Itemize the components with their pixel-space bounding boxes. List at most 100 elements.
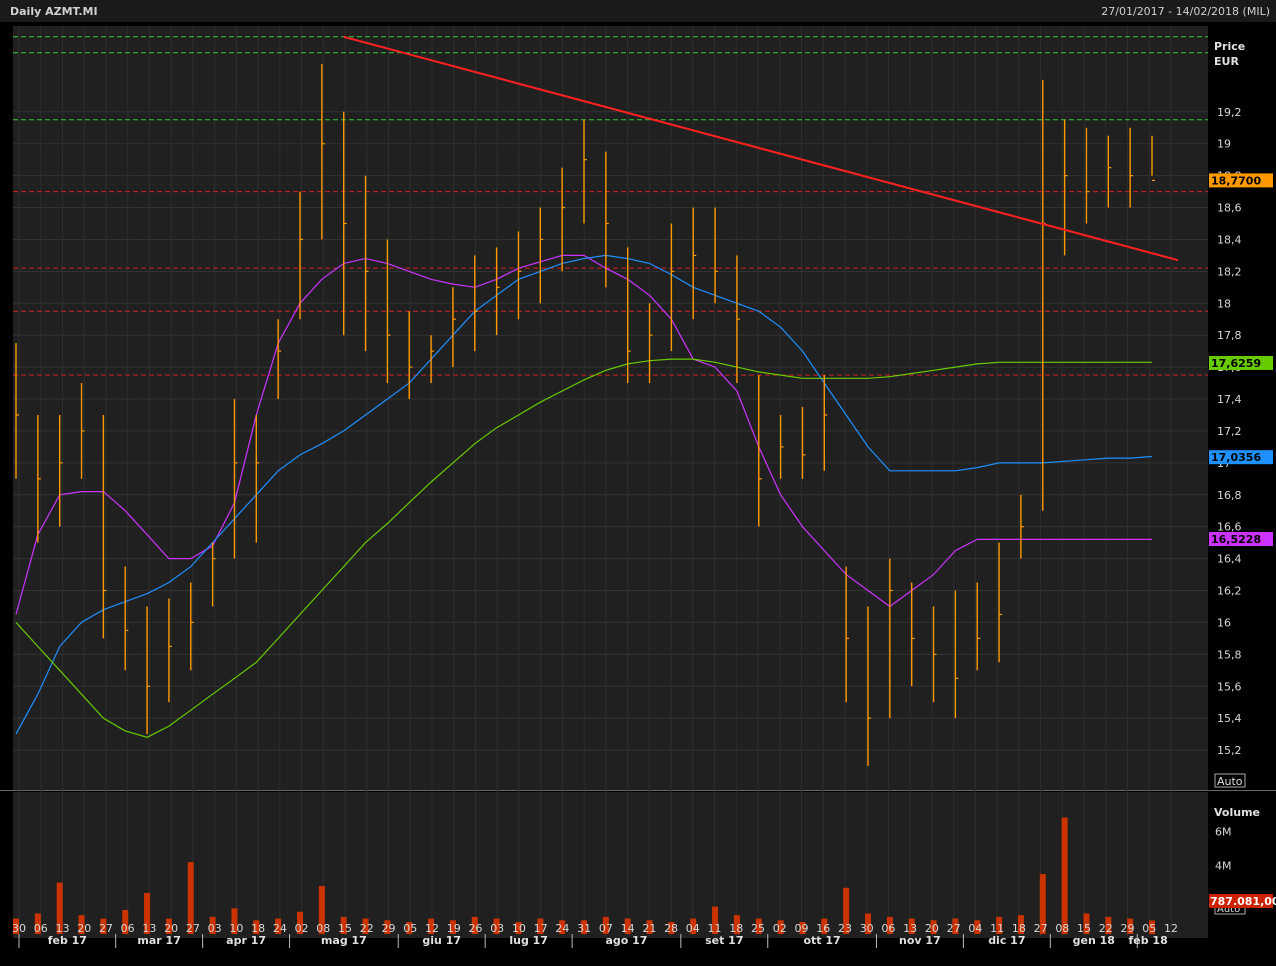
moving-averages xyxy=(15,254,1153,738)
price-tick-label: 18,2 xyxy=(1217,265,1242,278)
chart-title: Daily AZMT.MI xyxy=(10,5,98,18)
day-tick-label: 20 xyxy=(164,922,178,935)
price-tick-label: 17,2 xyxy=(1217,425,1242,438)
day-tick-label: 21 xyxy=(642,922,656,935)
volume-badge-label: 787.081,00 xyxy=(1210,895,1276,908)
month-label: nov 17 xyxy=(899,934,941,947)
price-tick-label: 16,8 xyxy=(1217,489,1242,502)
volume-bar xyxy=(297,911,303,934)
volume-bar xyxy=(165,918,172,934)
chart-canvas[interactable]: Price EUR Auto 15,2 15,4 15,6 15,8 16 16,2 16,… xyxy=(0,22,1276,966)
moving-average-line xyxy=(15,254,1153,735)
day-tick-label: 18 xyxy=(729,922,743,935)
price-bars xyxy=(15,63,1155,767)
day-tick-label: 28 xyxy=(664,922,678,935)
volume-bar xyxy=(712,906,719,934)
support-resistance-lines xyxy=(13,36,1208,376)
volume-bar xyxy=(428,918,435,934)
day-tick-label: 27 xyxy=(99,922,113,935)
volume-bar xyxy=(1127,918,1134,934)
price-tick-label: 16,2 xyxy=(1217,585,1242,598)
day-tick-label: 27 xyxy=(186,922,200,935)
volume-bar xyxy=(56,882,63,934)
volume-bar xyxy=(996,916,1003,934)
volume-bar xyxy=(930,920,937,934)
volume-bar xyxy=(449,920,456,934)
day-tick-label: 27 xyxy=(947,922,961,935)
day-tick-label: 29 xyxy=(382,922,396,935)
moving-average-line xyxy=(15,358,1152,738)
day-tick-label: 04 xyxy=(968,922,982,935)
day-tick-label: 13 xyxy=(55,922,69,935)
price-badge-label: 16,5228 xyxy=(1211,533,1261,546)
volume-bars xyxy=(13,817,1155,934)
day-tick-label: 20 xyxy=(925,922,939,935)
day-tick-label: 22 xyxy=(360,922,374,935)
volume-bar xyxy=(1061,817,1068,934)
day-tick-label: 02 xyxy=(295,922,309,935)
volume-bar xyxy=(406,922,413,934)
day-tick-label: 02 xyxy=(773,922,787,935)
day-tick-label: 14 xyxy=(621,922,635,935)
month-label: feb 17 xyxy=(48,934,87,947)
volume-bar xyxy=(755,918,762,934)
volume-bar xyxy=(624,918,631,934)
day-tick-label: 23 xyxy=(838,922,852,935)
volume-tick-label: 6M xyxy=(1215,825,1232,838)
grid-lines xyxy=(13,26,1208,936)
volume-bar xyxy=(1083,913,1090,934)
price-badge xyxy=(1209,532,1273,546)
day-tick-label: 12 xyxy=(425,922,439,935)
price-badge-label: 18,7700 xyxy=(1211,174,1261,187)
volume-bar xyxy=(886,916,893,934)
day-tick-label: 11 xyxy=(708,922,722,935)
volume-bar xyxy=(253,920,260,934)
price-axis[interactable]: Price EUR Auto 15,2 15,4 15,6 15,8 16 16,2 16,… xyxy=(1209,40,1273,788)
day-tick-label: 03 xyxy=(490,922,504,935)
day-tick-label: 18 xyxy=(1012,922,1026,935)
day-tick-label: 19 xyxy=(447,922,461,935)
volume-bar xyxy=(34,913,41,934)
month-label: ago 17 xyxy=(605,934,647,947)
day-tick-label: 11 xyxy=(990,922,1004,935)
day-tick-label: 05 xyxy=(403,922,417,935)
day-tick-label: 26 xyxy=(468,922,482,935)
volume-bar xyxy=(1039,874,1046,934)
month-label: mar 17 xyxy=(137,934,180,947)
month-label: lug 17 xyxy=(509,934,548,947)
volume-bar xyxy=(690,918,697,934)
price-plot-area xyxy=(13,26,1208,790)
price-badge-label: 17,6259 xyxy=(1211,357,1261,370)
day-tick-label: 24 xyxy=(273,922,287,935)
price-tick-label: 15,8 xyxy=(1217,648,1242,661)
day-tick-label: 24 xyxy=(555,922,569,935)
day-tick-label: 13 xyxy=(903,922,917,935)
day-tick-label: 30 xyxy=(860,922,874,935)
volume-bar xyxy=(777,920,784,934)
month-label: ott 17 xyxy=(803,934,840,947)
price-tick-label: 16,4 xyxy=(1217,553,1242,566)
volume-bar xyxy=(493,918,500,934)
volume-axis-title: Volume xyxy=(1214,806,1260,819)
price-tick-label: 19,2 xyxy=(1217,106,1242,119)
price-auto-scale-button[interactable] xyxy=(1214,773,1246,788)
day-tick-label: 07 xyxy=(599,922,613,935)
price-axis-title: Price xyxy=(1214,40,1245,53)
price-tick-label: 18 xyxy=(1217,297,1231,310)
day-tick-label: 15 xyxy=(1077,922,1091,935)
trendline-layer[interactable] xyxy=(343,35,1179,262)
day-tick-label: 10 xyxy=(229,922,243,935)
day-tick-label: 10 xyxy=(512,922,526,935)
volume-bar xyxy=(974,920,981,934)
volume-bar xyxy=(559,920,566,934)
volume-bar xyxy=(275,918,282,934)
day-tick-label: 08 xyxy=(1055,922,1069,935)
volume-tick-label: 4M xyxy=(1215,860,1232,873)
volume-plot-area xyxy=(13,792,1208,938)
volume-axis[interactable]: Volume Auto 2M4M6M787.081,00 xyxy=(1209,806,1276,915)
volume-auto-label: Auto xyxy=(1217,904,1240,915)
date-axis[interactable]: 30 06 13 20 27 06 13 20 27 03 10 18 24 02 08 15 22 29 05 12… xyxy=(0,922,1276,966)
volume-badge xyxy=(1209,894,1273,908)
trendline[interactable] xyxy=(343,35,1179,262)
